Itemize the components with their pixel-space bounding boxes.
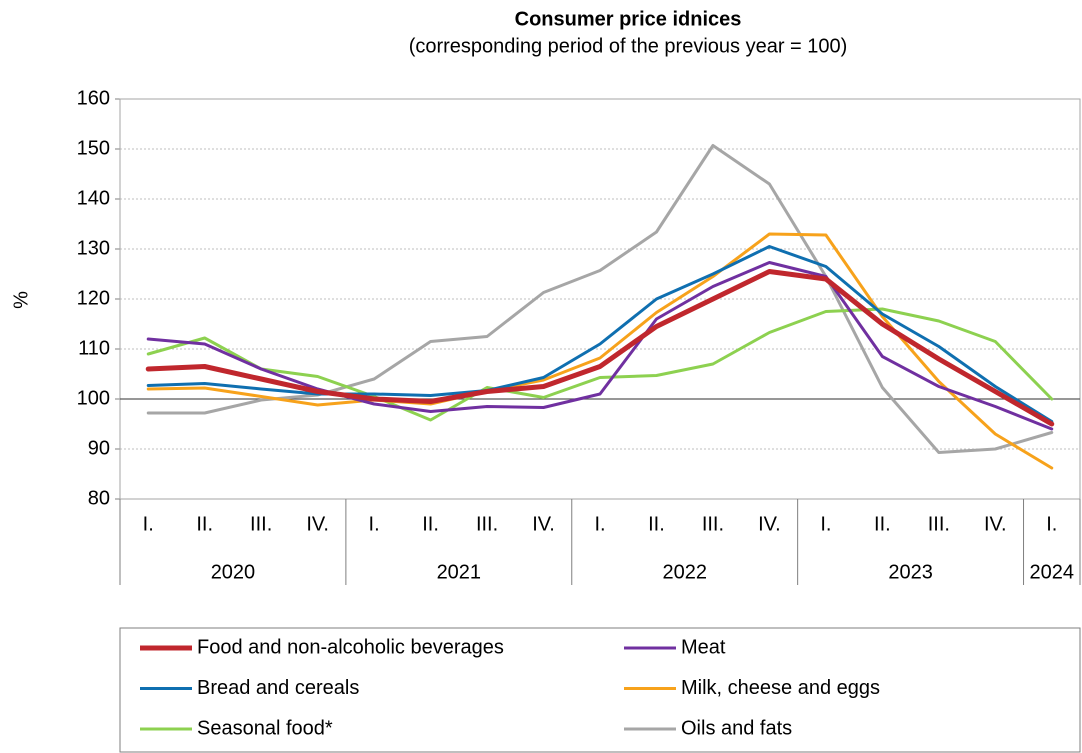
y-tick-label: 150 bbox=[77, 137, 110, 159]
y-tick-label: 110 bbox=[78, 337, 110, 359]
x-tick-label: I. bbox=[1046, 513, 1057, 535]
y-tick-label: 160 bbox=[77, 87, 110, 109]
series-line bbox=[146, 261, 1054, 431]
legend-label: Food and non-alcoholic beverages bbox=[197, 636, 504, 658]
x-tick-label: IV. bbox=[532, 513, 555, 535]
x-tick-label: III. bbox=[928, 513, 950, 535]
x-tick-label: II. bbox=[648, 513, 665, 535]
y-tick-label: 120 bbox=[77, 287, 110, 309]
legend-label: Bread and cereals bbox=[197, 677, 359, 699]
legend-label: Seasonal food* bbox=[197, 717, 333, 739]
x-tick-label: I. bbox=[369, 513, 380, 535]
x-group-label: 2024 bbox=[1030, 561, 1075, 583]
series-line bbox=[146, 144, 1054, 454]
x-tick-label: I. bbox=[820, 513, 831, 535]
x-group-label: 2022 bbox=[662, 561, 707, 583]
x-tick-label: IV. bbox=[758, 513, 781, 535]
series-line bbox=[146, 307, 1054, 422]
plot-border bbox=[119, 98, 1081, 500]
x-tick-label: IV. bbox=[984, 513, 1007, 535]
series-line bbox=[145, 269, 1055, 427]
x-tick-label: II. bbox=[422, 513, 439, 535]
legend-label: Meat bbox=[681, 636, 726, 658]
y-tick-label: 140 bbox=[77, 187, 110, 209]
legend-box bbox=[119, 627, 1081, 753]
legend-label: Oils and fats bbox=[681, 717, 792, 739]
y-tick-label: 90 bbox=[88, 437, 110, 459]
y-tick-label: 130 bbox=[77, 237, 110, 259]
x-tick-label: III. bbox=[702, 513, 724, 535]
x-tick-label: IV. bbox=[306, 513, 329, 535]
x-tick-label: II. bbox=[196, 513, 213, 535]
y-tick-label: 80 bbox=[88, 487, 110, 509]
y-axis-label: % bbox=[10, 291, 32, 309]
x-tick-label: I. bbox=[143, 513, 154, 535]
x-group-label: 2020 bbox=[211, 561, 256, 583]
chart-title: Consumer price idnices bbox=[515, 8, 742, 30]
series-line bbox=[146, 245, 1054, 423]
x-group-label: 2021 bbox=[437, 561, 482, 583]
x-tick-label: III. bbox=[250, 513, 272, 535]
x-tick-label: III. bbox=[476, 513, 498, 535]
x-tick-label: II. bbox=[874, 513, 891, 535]
chart-subtitle: (corresponding period of the previous ye… bbox=[409, 35, 848, 57]
y-tick-label: 100 bbox=[77, 387, 110, 409]
legend-label: Milk, cheese and eggs bbox=[681, 677, 880, 699]
x-tick-label: I. bbox=[594, 513, 605, 535]
x-group-label: 2023 bbox=[888, 561, 933, 583]
